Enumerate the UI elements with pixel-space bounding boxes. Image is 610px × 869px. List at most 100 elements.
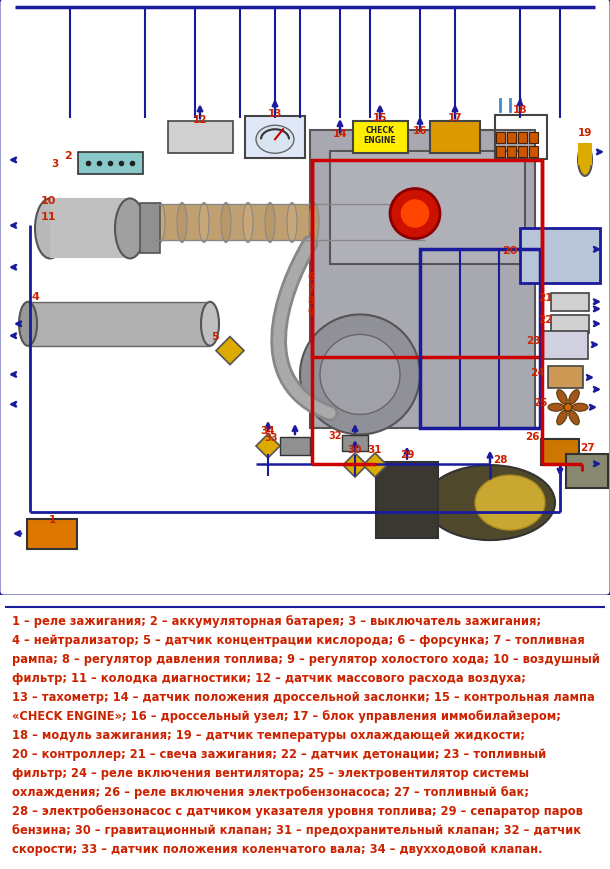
Bar (506, 133, 515, 143)
Bar (28, 302, 210, 347)
Text: 30: 30 (348, 445, 362, 454)
Ellipse shape (243, 203, 253, 243)
Bar (542, 331, 587, 359)
Text: рампа; 8 – регулятор давления топлива; 9 – регулятор холостого хода; 10 – воздуш: рампа; 8 – регулятор давления топлива; 9… (12, 653, 600, 665)
Text: 32: 32 (328, 430, 342, 441)
Text: 11: 11 (40, 212, 56, 222)
Text: 33: 33 (264, 433, 278, 442)
Ellipse shape (199, 203, 209, 243)
Text: 34: 34 (260, 426, 275, 435)
Ellipse shape (300, 315, 420, 435)
Text: 5: 5 (211, 331, 219, 342)
Text: 14: 14 (332, 129, 347, 139)
Bar (520, 229, 600, 283)
Ellipse shape (572, 404, 588, 412)
Text: 9: 9 (308, 308, 315, 317)
Bar (578, 143, 592, 166)
Bar (310, 131, 535, 428)
Ellipse shape (548, 404, 564, 412)
Bar (353, 123, 407, 154)
Text: бензина; 30 – гравитационный клапан; 31 – предохранительный клапан; 32 – датчик: бензина; 30 – гравитационный клапан; 31 … (12, 824, 581, 837)
Text: 2: 2 (64, 150, 72, 161)
Text: 10: 10 (40, 196, 56, 206)
Ellipse shape (155, 203, 165, 243)
Ellipse shape (309, 203, 319, 243)
Ellipse shape (265, 203, 275, 243)
Ellipse shape (569, 390, 579, 405)
Text: 6: 6 (308, 272, 315, 282)
Text: скорости; 33 – датчик положения коленчатого вала; 34 – двухходовой клапан.: скорости; 33 – датчик положения коленчат… (12, 843, 542, 855)
Bar (376, 462, 438, 538)
Text: фильтр; 24 – реле включения вентилятора; 25 – электровентилятор системы: фильтр; 24 – реле включения вентилятора;… (12, 766, 529, 779)
Ellipse shape (557, 390, 567, 405)
Ellipse shape (557, 411, 567, 425)
Text: 21: 21 (538, 292, 552, 302)
Ellipse shape (397, 203, 407, 243)
Text: 18 – модуль зажигания; 19 – датчик температуры охлаждающей жидкости;: 18 – модуль зажигания; 19 – датчик темпе… (12, 728, 525, 741)
Text: 1: 1 (48, 514, 56, 524)
Text: 13: 13 (268, 109, 282, 119)
Ellipse shape (19, 302, 37, 347)
Ellipse shape (35, 199, 65, 259)
Ellipse shape (115, 199, 145, 259)
Bar (330, 152, 525, 265)
Text: 15: 15 (373, 113, 387, 123)
Text: 23: 23 (526, 335, 540, 345)
Bar (50, 199, 130, 259)
Ellipse shape (569, 411, 579, 425)
Bar (528, 133, 537, 143)
Text: 19: 19 (578, 128, 592, 138)
Ellipse shape (400, 199, 430, 229)
Text: «CHECK ENGINE»; 16 – дроссельный узел; 17 – блок управления иммобилайзером;: «CHECK ENGINE»; 16 – дроссельный узел; 1… (12, 709, 561, 722)
Text: 12: 12 (193, 115, 207, 125)
Text: 22: 22 (538, 315, 552, 324)
Bar (495, 147, 504, 157)
Ellipse shape (177, 203, 187, 243)
Bar (168, 123, 232, 154)
Bar (27, 519, 77, 549)
Bar (312, 161, 542, 357)
Bar (548, 367, 583, 389)
Polygon shape (256, 434, 280, 459)
Text: 13 – тахометр; 14 – датчик положения дроссельной заслонки; 15 – контрольная ламп: 13 – тахометр; 14 – датчик положения дро… (12, 690, 595, 703)
Text: 20 – контроллер; 21 – свеча зажигания; 22 – датчик детонации; 23 – топливный: 20 – контроллер; 21 – свеча зажигания; 2… (12, 747, 547, 760)
Ellipse shape (287, 203, 297, 243)
Bar (140, 204, 160, 254)
Ellipse shape (320, 335, 400, 415)
FancyBboxPatch shape (0, 0, 610, 597)
Bar (528, 147, 537, 157)
Text: 31: 31 (368, 445, 382, 454)
Text: 28: 28 (493, 454, 508, 464)
Text: CHECK
ENGINE: CHECK ENGINE (364, 125, 396, 145)
Text: 16: 16 (413, 126, 427, 136)
Bar (541, 440, 579, 466)
Text: 3: 3 (51, 159, 59, 169)
Ellipse shape (578, 145, 592, 176)
Bar (551, 315, 589, 334)
Text: 20: 20 (502, 246, 518, 256)
Text: 24: 24 (529, 368, 544, 378)
Ellipse shape (353, 203, 363, 243)
Polygon shape (343, 454, 367, 477)
Ellipse shape (221, 203, 231, 243)
Text: 17: 17 (448, 113, 462, 123)
Text: 26: 26 (525, 431, 539, 441)
Text: 25: 25 (533, 398, 547, 408)
Ellipse shape (201, 302, 219, 347)
Text: 1 – реле зажигания; 2 – аккумуляторная батарея; 3 – выключатель зажигания;: 1 – реле зажигания; 2 – аккумуляторная б… (12, 614, 541, 627)
Ellipse shape (331, 203, 341, 243)
Ellipse shape (256, 126, 294, 154)
Text: 29: 29 (400, 449, 414, 459)
Bar (420, 250, 540, 428)
Text: 18: 18 (513, 105, 527, 115)
Polygon shape (363, 454, 387, 477)
Ellipse shape (425, 466, 555, 541)
Text: 27: 27 (580, 442, 594, 453)
Text: 4: 4 (31, 291, 39, 302)
Bar (495, 133, 504, 143)
Bar (495, 116, 547, 160)
Bar (155, 205, 425, 242)
Bar (551, 294, 589, 311)
Ellipse shape (564, 404, 572, 412)
Ellipse shape (475, 475, 545, 530)
